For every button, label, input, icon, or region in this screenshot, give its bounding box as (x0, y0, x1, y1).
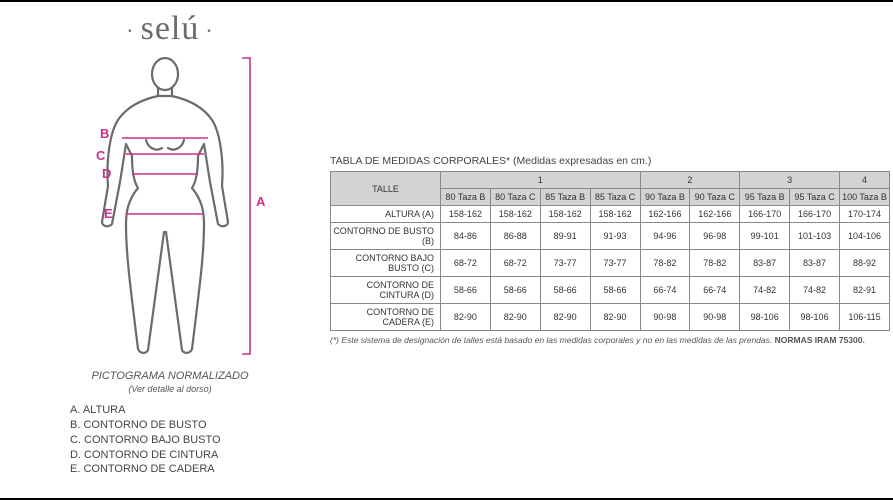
table-cell: 73-77 (540, 250, 590, 277)
th-size: 100 Taza B (840, 189, 890, 206)
table-cell: 82-90 (590, 304, 640, 331)
footnote-text: (*) Este sistema de designación de talle… (330, 335, 775, 345)
row-label: CONTORNO DE CINTURA (D) (331, 277, 441, 304)
table-row: CONTORNO DE CINTURA (D)58-6658-6658-6658… (331, 277, 890, 304)
th-size: 90 Taza C (690, 189, 740, 206)
table-cell: 68-72 (441, 250, 491, 277)
brand-dot-left: · (120, 18, 140, 43)
table-cell: 74-82 (740, 277, 790, 304)
table-cell: 170-174 (840, 206, 890, 223)
table-cell: 91-93 (590, 223, 640, 250)
table-cell: 90-98 (690, 304, 740, 331)
legend-a: A. ALTURA (70, 403, 300, 418)
table-cell: 68-72 (490, 250, 540, 277)
table-cell: 158-162 (540, 206, 590, 223)
legend-e: E. CONTORNO DE CADERA (70, 462, 300, 477)
figure-label-c: C (96, 148, 105, 163)
body-figure: B C D E A (60, 54, 280, 364)
table-cell: 78-82 (640, 250, 690, 277)
table-cell: 89-91 (540, 223, 590, 250)
table-cell: 166-170 (740, 206, 790, 223)
pictogram-caption-line1: PICTOGRAMA NORMALIZADO (91, 370, 248, 382)
table-footnote: (*) Este sistema de designación de talle… (330, 335, 890, 345)
table-header-groups: TALLE 1 2 3 4 (331, 172, 890, 189)
th-size: 95 Taza B (740, 189, 790, 206)
size-table: TALLE 1 2 3 4 80 Taza B 80 Taza C 85 Taz… (330, 171, 890, 331)
table-cell: 82-90 (490, 304, 540, 331)
table-cell: 162-166 (690, 206, 740, 223)
table-cell: 162-166 (640, 206, 690, 223)
table-body: ALTURA (A)158-162158-162158-162158-16216… (331, 206, 890, 331)
left-panel: ·selú· (40, 10, 300, 477)
figure-label-d: D (102, 166, 111, 181)
row-label: CONTORNO DE BUSTO (B) (331, 223, 441, 250)
table-cell: 98-106 (740, 304, 790, 331)
table-cell: 158-162 (490, 206, 540, 223)
table-cell: 58-66 (490, 277, 540, 304)
figure-label-e: E (104, 206, 113, 221)
table-row: CONTORNO DE CADERA (E)82-9082-9082-9082-… (331, 304, 890, 331)
table-cell: 101-103 (790, 223, 840, 250)
legend: A. ALTURA B. CONTORNO DE BUSTO C. CONTOR… (70, 403, 300, 477)
table-cell: 158-162 (441, 206, 491, 223)
row-label: CONTORNO DE CADERA (E) (331, 304, 441, 331)
table-cell: 66-74 (690, 277, 740, 304)
table-cell: 82-90 (441, 304, 491, 331)
table-row: CONTORNO DE BUSTO (B)84-8686-8889-9191-9… (331, 223, 890, 250)
th-talle: TALLE (331, 172, 441, 206)
row-label: ALTURA (A) (331, 206, 441, 223)
th-size: 80 Taza C (490, 189, 540, 206)
table-cell: 94-96 (640, 223, 690, 250)
table-cell: 99-101 (740, 223, 790, 250)
table-cell: 83-87 (740, 250, 790, 277)
table-cell: 158-162 (590, 206, 640, 223)
brand-text: selú (141, 10, 200, 47)
legend-c: C. CONTORNO BAJO BUSTO (70, 433, 300, 448)
table-cell: 90-98 (640, 304, 690, 331)
th-group-3: 3 (740, 172, 840, 189)
table-cell: 84-86 (441, 223, 491, 250)
table-cell: 106-115 (840, 304, 890, 331)
table-title: TABLA DE MEDIDAS CORPORALES* (Medidas ex… (330, 155, 890, 167)
th-size: 85 Taza B (540, 189, 590, 206)
table-cell: 66-74 (640, 277, 690, 304)
figure-label-a: A (256, 194, 265, 209)
th-size: 90 Taza B (640, 189, 690, 206)
pictogram-caption-line2: (Ver detalle al dorso) (40, 384, 300, 395)
table-cell: 78-82 (690, 250, 740, 277)
table-cell: 88-92 (840, 250, 890, 277)
table-cell: 73-77 (590, 250, 640, 277)
table-cell: 58-66 (441, 277, 491, 304)
table-cell: 86-88 (490, 223, 540, 250)
table-cell: 82-90 (540, 304, 590, 331)
table-cell: 58-66 (540, 277, 590, 304)
table-cell: 166-170 (790, 206, 840, 223)
table-cell: 83-87 (790, 250, 840, 277)
brand-logo: ·selú· (40, 10, 300, 48)
brand-dot-right: · (199, 18, 219, 43)
table-cell: 96-98 (690, 223, 740, 250)
table-row: ALTURA (A)158-162158-162158-162158-16216… (331, 206, 890, 223)
row-label: CONTORNO BAJO BUSTO (C) (331, 250, 441, 277)
th-group-4: 4 (840, 172, 890, 189)
table-cell: 58-66 (590, 277, 640, 304)
table-cell: 98-106 (790, 304, 840, 331)
legend-b: B. CONTORNO DE BUSTO (70, 418, 300, 433)
table-row: CONTORNO BAJO BUSTO (C)68-7268-7273-7773… (331, 250, 890, 277)
th-size: 80 Taza B (441, 189, 491, 206)
th-group-1: 1 (441, 172, 641, 189)
table-cell: 104-106 (840, 223, 890, 250)
figure-label-b: B (100, 126, 109, 141)
legend-d: D. CONTORNO DE CINTURA (70, 448, 300, 463)
th-size: 85 Taza C (590, 189, 640, 206)
th-size: 95 Taza C (790, 189, 840, 206)
pictogram-caption: PICTOGRAMA NORMALIZADO (Ver detalle al d… (40, 370, 300, 395)
body-silhouette-icon (60, 54, 280, 364)
th-group-2: 2 (640, 172, 740, 189)
right-panel: TABLA DE MEDIDAS CORPORALES* (Medidas ex… (330, 155, 890, 345)
table-cell: 74-82 (790, 277, 840, 304)
footnote-bold: NORMAS IRAM 75300. (775, 335, 865, 345)
table-cell: 82-91 (840, 277, 890, 304)
